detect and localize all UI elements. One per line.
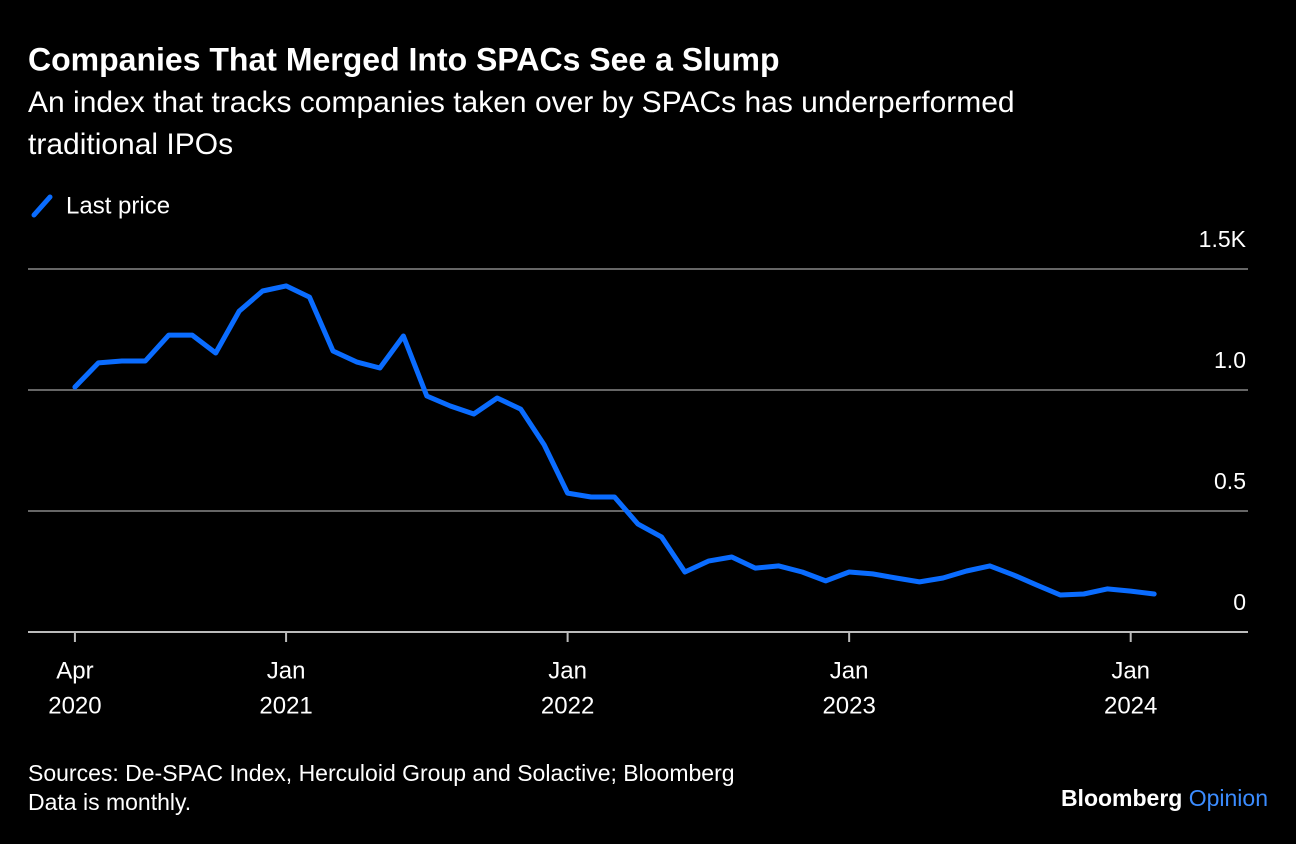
legend-label: Last price — [66, 192, 170, 219]
note: Data is monthly. — [28, 789, 191, 815]
brand-name: Bloomberg — [1061, 785, 1182, 811]
brand-section: Opinion — [1189, 785, 1268, 811]
x-tick-label: Jan — [1111, 657, 1150, 684]
y-tick-label: 1.5K — [1199, 226, 1247, 252]
x-tick-label: 2024 — [1104, 692, 1157, 719]
y-tick-label: 1.0 — [1214, 347, 1246, 373]
legend-swatch — [31, 194, 53, 218]
x-tick-label: 2020 — [48, 692, 101, 719]
x-tick-label: 2022 — [541, 692, 594, 719]
y-tick-label: 0 — [1233, 589, 1246, 615]
line — [72, 283, 1157, 598]
x-tick-label: 2023 — [822, 692, 875, 719]
x-tick-label: Jan — [830, 657, 869, 684]
chart-subtitle: traditional IPOs — [28, 128, 233, 161]
x-tick-label: Jan — [267, 657, 306, 684]
chart-subtitle: An index that tracks companies taken ove… — [28, 86, 1015, 119]
x-tick-label: Apr — [56, 657, 93, 684]
x-tick-label: 2021 — [259, 692, 312, 719]
brand: Bloomberg Opinion — [1061, 785, 1268, 811]
chart-title: Companies That Merged Into SPACs See a S… — [28, 41, 780, 77]
y-tick-label: 0.5 — [1214, 468, 1246, 494]
x-tick-label: Jan — [548, 657, 587, 684]
source: Sources: De-SPAC Index, Herculoid Group … — [28, 760, 735, 786]
